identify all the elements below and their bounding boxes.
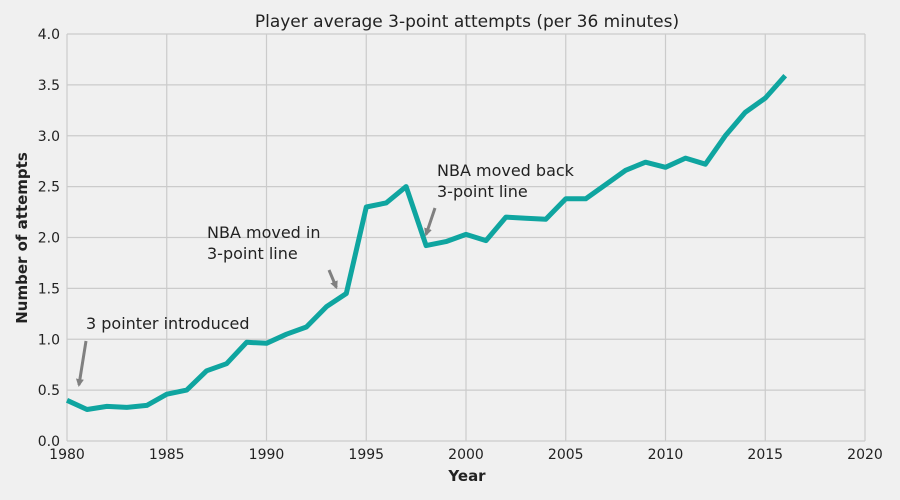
- y-tick-label: 1.0: [38, 332, 60, 348]
- x-tick-label: 2020: [847, 447, 883, 463]
- annotation-text: NBA moved in: [207, 223, 321, 242]
- x-tick-label: 1995: [348, 447, 384, 463]
- annotation-text: 3-point line: [437, 182, 528, 201]
- grid: [66, 33, 866, 442]
- tick-labels: 0.0 0.5 1.0 1.5 2.0 2.5 3.0 3.5 4.0 1980 1985 1990 1…: [38, 27, 883, 463]
- annotation-arrow: [75, 340, 88, 388]
- annotation-text: 3 pointer introduced: [86, 314, 250, 333]
- y-tick-label: 0.0: [38, 434, 60, 450]
- y-tick-label: 3.5: [38, 78, 60, 94]
- y-tick-label: 0.5: [38, 383, 60, 399]
- y-tick-label: 2.0: [38, 231, 60, 247]
- annotation-arrow: [327, 269, 338, 290]
- annotation-text: 3-point line: [207, 244, 298, 263]
- x-tick-label: 2000: [448, 447, 484, 463]
- y-tick-label: 2.5: [38, 180, 60, 196]
- x-tick-label: 1990: [249, 447, 285, 463]
- annotations: 3 pointer introduced NBA moved in 3-point …: [75, 161, 575, 388]
- series-line: [65, 74, 788, 412]
- annotation-arrow: [424, 207, 437, 237]
- x-tick-label: 2015: [747, 447, 783, 463]
- chart-title: Player average 3-point attempts (per 36 …: [255, 12, 679, 32]
- x-axis-label: Year: [447, 467, 486, 485]
- x-tick-label: 2005: [548, 447, 584, 463]
- series-layer: [65, 74, 788, 412]
- x-tick-label: 1980: [49, 447, 85, 463]
- x-tick-label: 2010: [648, 447, 684, 463]
- y-tick-label: 3.0: [38, 129, 60, 145]
- y-tick-label: 4.0: [38, 27, 60, 43]
- y-axis-label: Number of attempts: [13, 152, 31, 324]
- x-tick-label: 1985: [149, 447, 185, 463]
- annotation-text: NBA moved back: [437, 161, 575, 180]
- y-tick-label: 1.5: [38, 281, 60, 297]
